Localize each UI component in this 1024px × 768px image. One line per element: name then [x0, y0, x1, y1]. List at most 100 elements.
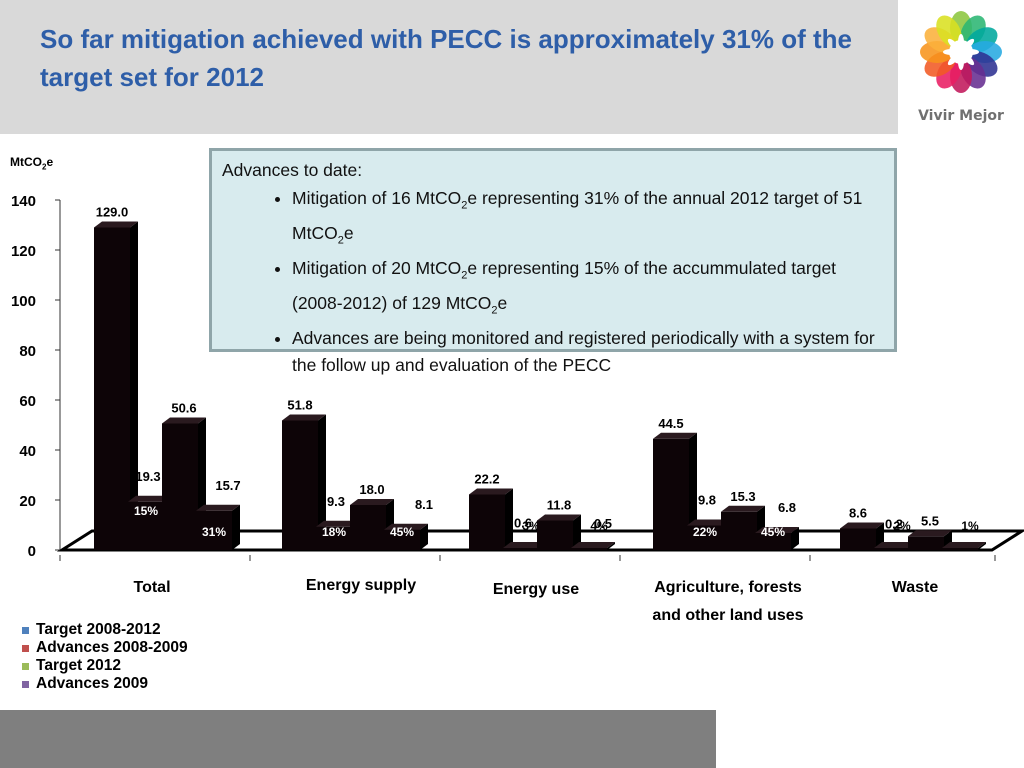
- slide-title: So far mitigation achieved with PECC is …: [40, 24, 852, 92]
- bar-value-label: 129.0: [96, 205, 129, 220]
- bar-side: [318, 414, 326, 550]
- infobox-intro: Advances to date:: [222, 160, 363, 180]
- legend-swatch: [22, 662, 29, 670]
- category-label: Energy use: [493, 581, 579, 598]
- bar-top: [721, 505, 765, 512]
- bar-front: [196, 510, 232, 550]
- bar: [196, 504, 240, 550]
- bar-value-label: 19.3: [135, 469, 160, 484]
- bar-value-label: 0.2: [885, 517, 903, 532]
- infobox-bullet: Mitigation of 16 MtCO2e representing 31%…: [292, 185, 884, 255]
- bar-top: [384, 523, 428, 530]
- bar-front: [874, 548, 910, 550]
- infobox-bullets: Mitigation of 16 MtCO2e representing 31%…: [222, 185, 884, 380]
- bar-top: [350, 499, 394, 505]
- bar-front: [653, 438, 689, 550]
- bar-top: [653, 432, 697, 439]
- y-tick-label: 100: [11, 293, 36, 310]
- bar-percent-label: 4%: [590, 519, 608, 533]
- y-tick-label: 20: [19, 493, 36, 510]
- bar-front: [687, 525, 723, 550]
- y-tick-label: 80: [19, 343, 36, 360]
- bar-side: [573, 514, 581, 550]
- bar-percent-label: 18%: [322, 525, 346, 539]
- category-label: Waste: [892, 579, 939, 596]
- logo-star-ray: [947, 38, 960, 51]
- legend-label: Advances 2009: [36, 675, 149, 692]
- y-tick-label: 140: [11, 193, 36, 210]
- bar-side: [505, 488, 513, 550]
- bar-percent-label: 45%: [761, 525, 785, 539]
- y-unit-label: MtCO2e: [10, 155, 53, 171]
- bullet-text: Mitigation of 16 MtCO: [292, 187, 462, 208]
- bar-percent-label: 45%: [390, 525, 414, 539]
- bar-front: [908, 536, 944, 550]
- bar-side: [420, 523, 428, 550]
- bar-front: [94, 227, 130, 550]
- bar-front: [571, 548, 607, 550]
- bar-value-label: 18.0: [359, 482, 384, 497]
- bar-top: [316, 520, 360, 527]
- bullet-text: Advances are being monitored and registe…: [292, 327, 875, 376]
- bar-value-label: 15.3: [730, 489, 755, 504]
- bar: [755, 527, 799, 550]
- bar-value-label: 15.7: [215, 478, 240, 493]
- header-band: [0, 0, 898, 134]
- category-label: Energy supply: [306, 577, 416, 594]
- bar-value-label: 50.6: [171, 401, 196, 416]
- bar-front: [721, 511, 757, 550]
- bar-front: [128, 501, 164, 550]
- bar-front: [537, 520, 573, 550]
- bar-top: [196, 504, 240, 511]
- category-label: and other land uses: [652, 607, 803, 624]
- bar-value-label: 8.1: [415, 497, 433, 512]
- logo-star-ray: [958, 54, 964, 70]
- bar: [162, 417, 206, 550]
- bar-value-label: 0.5: [594, 516, 612, 531]
- bar: [537, 514, 581, 550]
- footer-band: [0, 710, 716, 768]
- logo-star-ray: [943, 49, 959, 55]
- legend-label: Target 2012: [36, 657, 122, 674]
- bar-percent-label: 1%: [961, 519, 979, 533]
- bar-top: [282, 414, 326, 421]
- bar-percent-label: 3%: [522, 519, 540, 533]
- bar-top: [755, 527, 799, 533]
- bullet-text: e: [497, 292, 508, 313]
- bullet-subscript: 2: [337, 234, 344, 246]
- bar-top: [840, 522, 884, 529]
- logo-star-ray: [962, 53, 975, 66]
- legend-swatch: [22, 644, 29, 652]
- legend-item: Target 2008-2012: [22, 621, 188, 639]
- bar-value-label: 0.6: [514, 516, 532, 531]
- unit-sub: 2: [42, 162, 47, 172]
- bar-percent-label: 22%: [693, 525, 717, 539]
- bar-percent-label: 31%: [202, 525, 226, 539]
- bar-top: [162, 417, 206, 424]
- bar-top: [94, 221, 138, 228]
- bar-side: [232, 504, 240, 550]
- bar: [384, 523, 428, 550]
- bar-value-label: 8.6: [849, 506, 867, 521]
- bullet-subscript: 2: [461, 199, 468, 211]
- bar: [350, 499, 394, 550]
- bar-front: [755, 533, 791, 550]
- bar-value-label: 11.8: [547, 498, 572, 513]
- flower-logo-icon: [920, 11, 1002, 93]
- legend-item: Advances 2009: [22, 675, 188, 693]
- logo-petal: [936, 15, 962, 47]
- legend-item: Target 2012: [22, 657, 188, 675]
- bar-top: [687, 519, 731, 526]
- bar-top: [942, 542, 986, 548]
- bar-value-label: 9.8: [698, 493, 716, 508]
- unit-main: MtCO: [10, 155, 42, 169]
- bar-chart: 0 20 40 60 80 100 120 140 129.0 19.3 15% 50.6 15.7 31…: [11, 193, 1024, 624]
- bar: [282, 414, 326, 550]
- bullet-text: Mitigation of 20 MtCO: [292, 257, 462, 278]
- bar-top: [537, 514, 581, 521]
- legend-swatch: [22, 626, 29, 634]
- bar-value-label: 5.5: [921, 513, 939, 528]
- bar-value-label: 51.8: [287, 398, 312, 413]
- bullet-subscript: 2: [461, 269, 468, 281]
- bar-side: [978, 542, 986, 550]
